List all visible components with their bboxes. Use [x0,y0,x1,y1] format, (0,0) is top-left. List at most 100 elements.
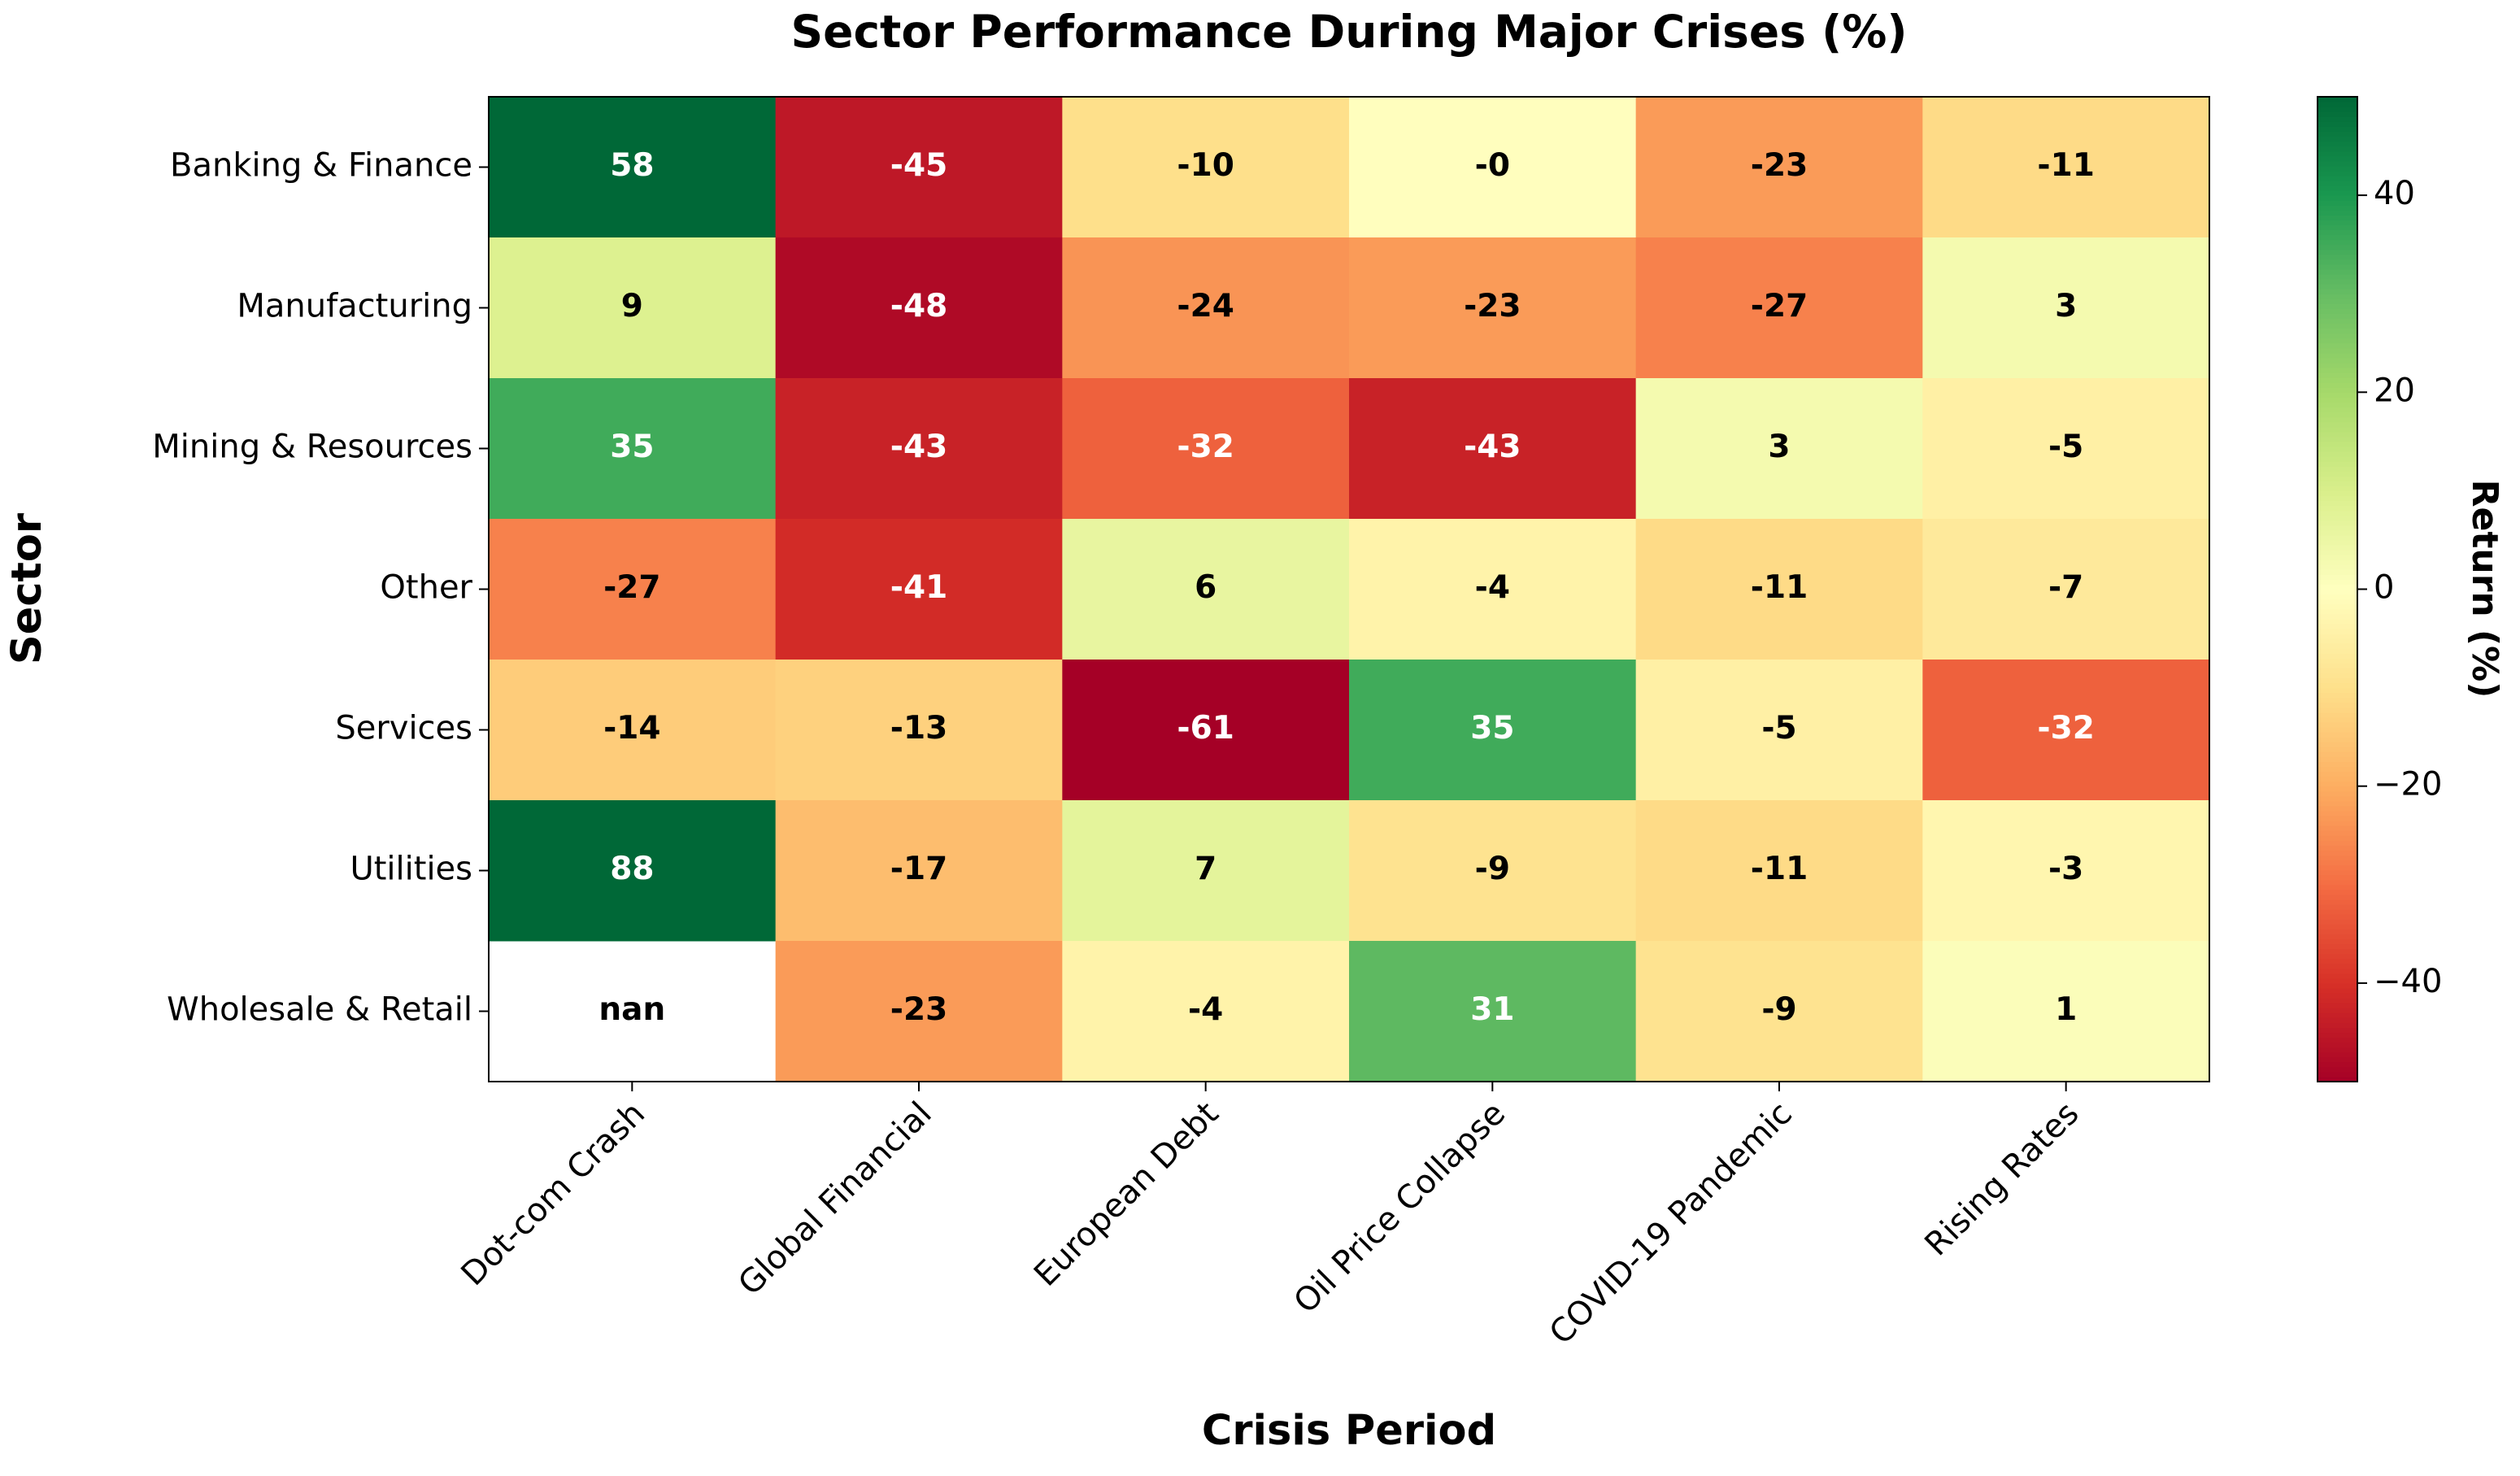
heatmap-cell [1062,97,1350,238]
colorbar-segment [2318,155,2357,162]
colorbar-segment [2318,702,2357,708]
colorbar-segment [2318,707,2357,713]
colorbar-segment [2318,136,2357,142]
colorbar-segment [2318,584,2357,590]
colorbar-segment [2318,397,2357,403]
colorbar-label: Return (%) [2464,480,2505,699]
colorbar-segment [2318,1071,2357,1078]
cell-label: -43 [890,429,947,465]
colorbar-segment [2318,416,2357,423]
cell-label: -27 [1751,288,1808,324]
colorbar-segment [2318,963,2357,969]
colorbar-segment [2318,471,2357,477]
colorbar-segment [2318,879,2357,886]
cell-label: 58 [610,147,654,184]
cell-label: 6 [1195,569,1216,606]
x-tick-label: Rising Rates [1917,1095,2086,1263]
colorbar-segment [2318,239,2357,246]
colorbar-segment [2318,977,2357,984]
colorbar-segment [2318,668,2357,674]
colorbar-segment [2318,998,2357,1004]
heatmap-cell [775,660,1063,801]
cell-label: -41 [890,569,947,606]
colorbar-segment [2318,392,2357,398]
colorbar-segment [2318,377,2357,383]
cell-label: -61 [1177,710,1234,747]
cell-label: -5 [1761,710,1796,747]
colorbar-segment [2318,279,2357,285]
cell-label: nan [598,991,665,1028]
heatmap-cell [1922,660,2210,801]
colorbar-segment [2318,982,2357,989]
y-tick-label: Mining & Resources [152,429,472,466]
colorbar-segment [2318,495,2357,502]
heatmap-cell [775,519,1063,660]
colorbar-segment [2318,1022,2357,1028]
colorbar-segment [2318,121,2357,127]
y-tick-label: Wholesale & Retail [167,991,472,1029]
colorbar-segment [2318,894,2357,900]
colorbar-segment [2318,934,2357,940]
colorbar-segment [2318,821,2357,826]
cell-label: -0 [1475,147,1510,184]
colorbar-segment [2318,205,2357,211]
cell-label: -11 [1751,569,1808,606]
heatmap-cell [1349,378,1637,520]
cell-label: 88 [610,851,654,887]
colorbar-segment [2318,150,2357,157]
colorbar-segment [2318,268,2357,275]
cell-label: -17 [890,851,947,887]
heatmap-cell [1062,800,1350,942]
colorbar-segment [2318,402,2357,408]
colorbar-segment [2318,790,2357,797]
colorbar-segment [2318,781,2357,787]
colorbar-segment [2318,126,2357,132]
colorbar-segment [2318,426,2357,433]
heatmap-cell [1635,941,1923,1082]
colorbar-segment [2318,1012,2357,1018]
colorbar-segment [2318,559,2357,565]
colorbar-segment [2318,874,2357,881]
y-tick-label: Utilities [350,851,472,888]
cell-label: -32 [2037,710,2094,747]
cell-label: -4 [1475,569,1510,606]
colorbar-segment [2318,146,2357,152]
heatmap-cell [1349,941,1637,1082]
heatmap-cell [1349,519,1637,660]
colorbar-segment [2318,436,2357,442]
colorbar-segment [2318,185,2357,191]
colorbar-segment [2318,476,2357,481]
colorbar-segment [2318,987,2357,994]
colorbar-segment [2318,1066,2357,1073]
cell-label: -23 [1751,147,1808,184]
colorbar-segment [2318,953,2357,960]
cell-label: 3 [1768,429,1790,465]
colorbar-tick-label: 0 [2374,569,2394,607]
colorbar-segment [2318,328,2357,334]
x-tick-label: Oil Price Collapse [1286,1095,1512,1321]
cell-label: 35 [610,429,654,465]
heatmap-cell [489,97,777,238]
colorbar-segment [2318,751,2357,757]
y-tick-label: Manufacturing [237,288,472,325]
colorbar-segment [2318,456,2357,462]
colorbar-segment [2318,603,2357,610]
heatmap-cell [1922,800,2210,942]
heatmap-cell [775,237,1063,379]
colorbar-segment [2318,259,2357,265]
colorbar-segment [2318,555,2357,560]
colorbar-segment [2318,234,2357,241]
colorbar-segment [2318,431,2357,438]
colorbar-segment [2318,756,2357,763]
colorbar-segment [2318,550,2357,555]
colorbar-segment [2318,116,2357,122]
colorbar-segment [2318,914,2357,920]
y-tick-label: Other [380,569,472,607]
colorbar-segment [2318,510,2357,516]
colorbar-segment [2318,352,2357,359]
heatmap-cell [1349,800,1637,942]
colorbar-segment [2318,732,2357,738]
cell-label: -11 [1751,851,1808,887]
heatmap-cell [1922,237,2210,379]
colorbar-segment [2318,909,2357,915]
